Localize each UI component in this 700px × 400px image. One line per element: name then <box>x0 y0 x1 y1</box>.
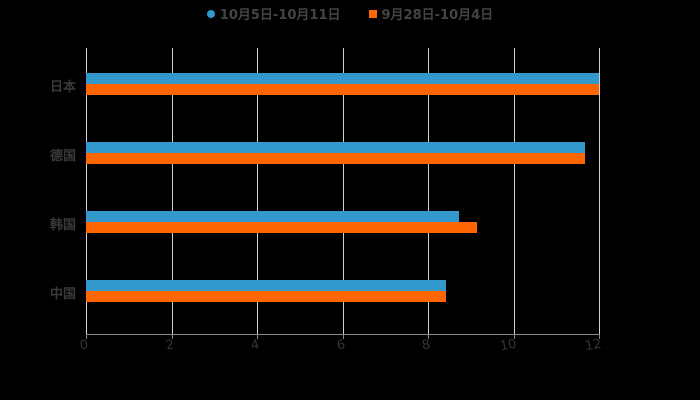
legend-label-series1: 10月5日-10月11日 <box>219 8 341 23</box>
legend-item-series1[interactable]: 10月5日-10月11日 <box>206 4 341 23</box>
x-tick <box>513 334 515 339</box>
y-category-label: 日本 <box>50 80 77 95</box>
y-category-label: 韩国 <box>50 218 77 233</box>
x-tick-label: 4 <box>249 337 261 354</box>
x-axis <box>86 334 600 335</box>
x-tick-label: 8 <box>420 337 432 354</box>
gridline <box>513 48 515 334</box>
y-category-label: 中国 <box>50 287 77 302</box>
bar[interactable] <box>86 280 446 291</box>
x-tick-label: 10 <box>498 336 518 355</box>
x-tick-label: 6 <box>335 337 347 354</box>
gridline <box>257 48 258 334</box>
bar[interactable] <box>86 211 460 222</box>
x-tick-label: 12 <box>583 336 603 355</box>
gridline <box>599 48 600 334</box>
gridline <box>86 48 87 334</box>
bar[interactable] <box>86 222 478 233</box>
x-tick <box>599 334 600 339</box>
legend-marker-blue-icon <box>206 9 215 18</box>
gridline <box>171 48 173 334</box>
x-tick <box>342 334 344 339</box>
bar[interactable] <box>86 84 599 95</box>
gridline <box>342 48 344 334</box>
gridline <box>428 48 429 334</box>
x-tick <box>86 334 87 339</box>
legend-item-series2[interactable]: 9月28日-10月4日 <box>368 4 494 23</box>
legend-marker-orange-icon <box>368 9 377 18</box>
x-tick-label: 0 <box>78 337 90 354</box>
x-tick <box>428 334 429 339</box>
legend-label-series2: 9月28日-10月4日 <box>381 8 494 23</box>
bar[interactable] <box>86 291 446 302</box>
bar[interactable] <box>86 153 585 164</box>
bar[interactable] <box>86 73 599 84</box>
bar[interactable] <box>86 142 585 153</box>
legend: 10月5日-10月11日 9月28日-10月4日 <box>0 4 700 23</box>
plot-area <box>86 48 600 339</box>
x-tick <box>257 334 258 339</box>
x-tick-label: 2 <box>164 337 176 354</box>
y-category-label: 德国 <box>50 149 77 164</box>
x-tick <box>171 334 173 339</box>
